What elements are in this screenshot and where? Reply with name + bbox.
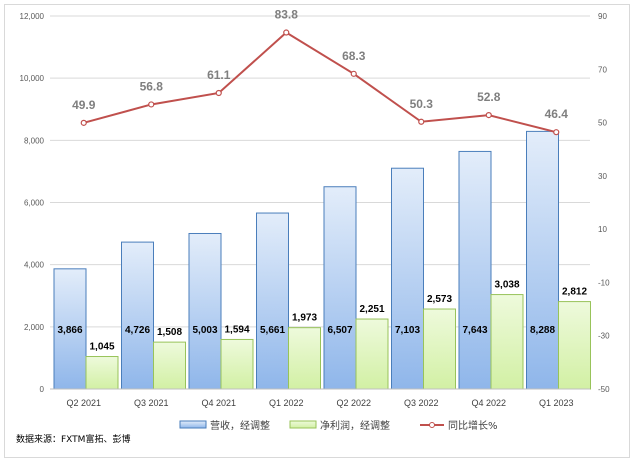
revenue-bar xyxy=(526,130,559,390)
revenue-data-label: 6,507 xyxy=(327,325,352,336)
legend-label-profit: 净利润，经调整 xyxy=(320,419,390,432)
y2-tick-label: 30 xyxy=(598,172,607,181)
profit-data-label: 2,251 xyxy=(359,304,384,315)
profit-data-label: 1,973 xyxy=(292,313,317,324)
profit-bar xyxy=(288,327,321,390)
growth-data-label: 83.8 xyxy=(275,8,299,22)
x-tick-label: Q2 2021 xyxy=(66,398,101,408)
revenue-data-label: 7,103 xyxy=(395,325,420,336)
revenue-data-label: 3,866 xyxy=(57,325,82,336)
legend-marker-growth xyxy=(429,422,435,428)
y-tick-label: 4,000 xyxy=(24,261,45,270)
y-tick-label: 6,000 xyxy=(24,199,45,208)
y2-tick-label: 70 xyxy=(598,65,607,74)
profit-data-label: 1,045 xyxy=(89,342,114,353)
revenue-bar xyxy=(391,167,424,390)
growth-point xyxy=(283,29,290,36)
profit-bar xyxy=(490,294,524,390)
profit-data-label: 1,594 xyxy=(224,324,249,335)
x-tick-label: Q2 2022 xyxy=(336,398,371,408)
growth-data-label: 56.8 xyxy=(140,79,164,93)
x-tick-label: Q4 2022 xyxy=(471,398,506,408)
revenue-bar xyxy=(256,212,289,390)
profit-bar xyxy=(355,318,389,390)
y2-tick-label: -30 xyxy=(598,332,610,341)
growth-point xyxy=(553,129,560,136)
profit-data-label: 2,573 xyxy=(427,294,452,305)
profit-bar xyxy=(558,301,591,390)
growth-point xyxy=(485,112,492,119)
y2-tick-label: 90 xyxy=(598,12,607,21)
y2-tick-label: 50 xyxy=(598,119,607,128)
growth-data-label: 52.8 xyxy=(477,90,501,104)
revenue-bar xyxy=(458,150,492,390)
growth-data-label: 68.3 xyxy=(342,49,366,63)
y-tick-label: 10,000 xyxy=(20,74,45,83)
source-note: 数据来源：FXTM富拓、彭博 xyxy=(16,435,131,445)
chart-frame xyxy=(4,4,630,458)
legend-swatch-revenue xyxy=(179,420,207,429)
x-tick-label: Q3 2021 xyxy=(134,398,169,408)
growth-data-label: 50.3 xyxy=(410,97,434,111)
profit-data-label: 2,812 xyxy=(562,287,587,298)
x-tick-label: Q3 2022 xyxy=(404,398,439,408)
growth-data-label: 61.1 xyxy=(207,68,231,82)
growth-data-label: 46.4 xyxy=(545,107,569,121)
growth-line xyxy=(83,31,557,134)
revenue-data-label: 8,288 xyxy=(530,325,555,336)
profit-bar xyxy=(85,356,119,390)
y2-tick-label: 10 xyxy=(598,225,607,234)
revenue-data-label: 5,661 xyxy=(260,325,285,336)
x-tick-label: Q1 2022 xyxy=(269,398,304,408)
growth-point xyxy=(418,118,425,125)
y2-tick-label: -10 xyxy=(598,278,610,287)
y-tick-label: 12,000 xyxy=(20,12,45,21)
growth-point xyxy=(350,70,357,77)
legend-label-revenue: 营收，经调整 xyxy=(210,419,270,432)
growth-point xyxy=(80,119,87,126)
revenue-bar xyxy=(323,186,357,390)
profit-bar xyxy=(423,308,456,390)
legend-label-growth: 同比增长% xyxy=(448,419,498,432)
revenue-bar xyxy=(121,241,154,390)
revenue-data-label: 4,726 xyxy=(125,325,150,336)
x-tick-label: Q1 2023 xyxy=(539,398,574,408)
y-tick-label: 2,000 xyxy=(24,323,45,332)
y-tick-label: 8,000 xyxy=(24,136,45,145)
x-tick-label: Q4 2021 xyxy=(201,398,236,408)
y-tick-label: 0 xyxy=(40,385,45,394)
profit-data-label: 1,508 xyxy=(157,327,182,338)
revenue-data-label: 5,003 xyxy=(192,325,217,336)
growth-point xyxy=(215,89,222,97)
revenue-bar xyxy=(188,232,222,390)
growth-data-label: 49.9 xyxy=(72,98,96,112)
legend-swatch-profit xyxy=(289,420,317,429)
y2-tick-label: -50 xyxy=(598,385,610,394)
growth-point xyxy=(148,101,155,108)
revenue-data-label: 7,643 xyxy=(462,325,487,336)
profit-bar xyxy=(220,338,254,390)
profit-data-label: 3,038 xyxy=(494,280,519,291)
profit-bar xyxy=(153,341,186,390)
